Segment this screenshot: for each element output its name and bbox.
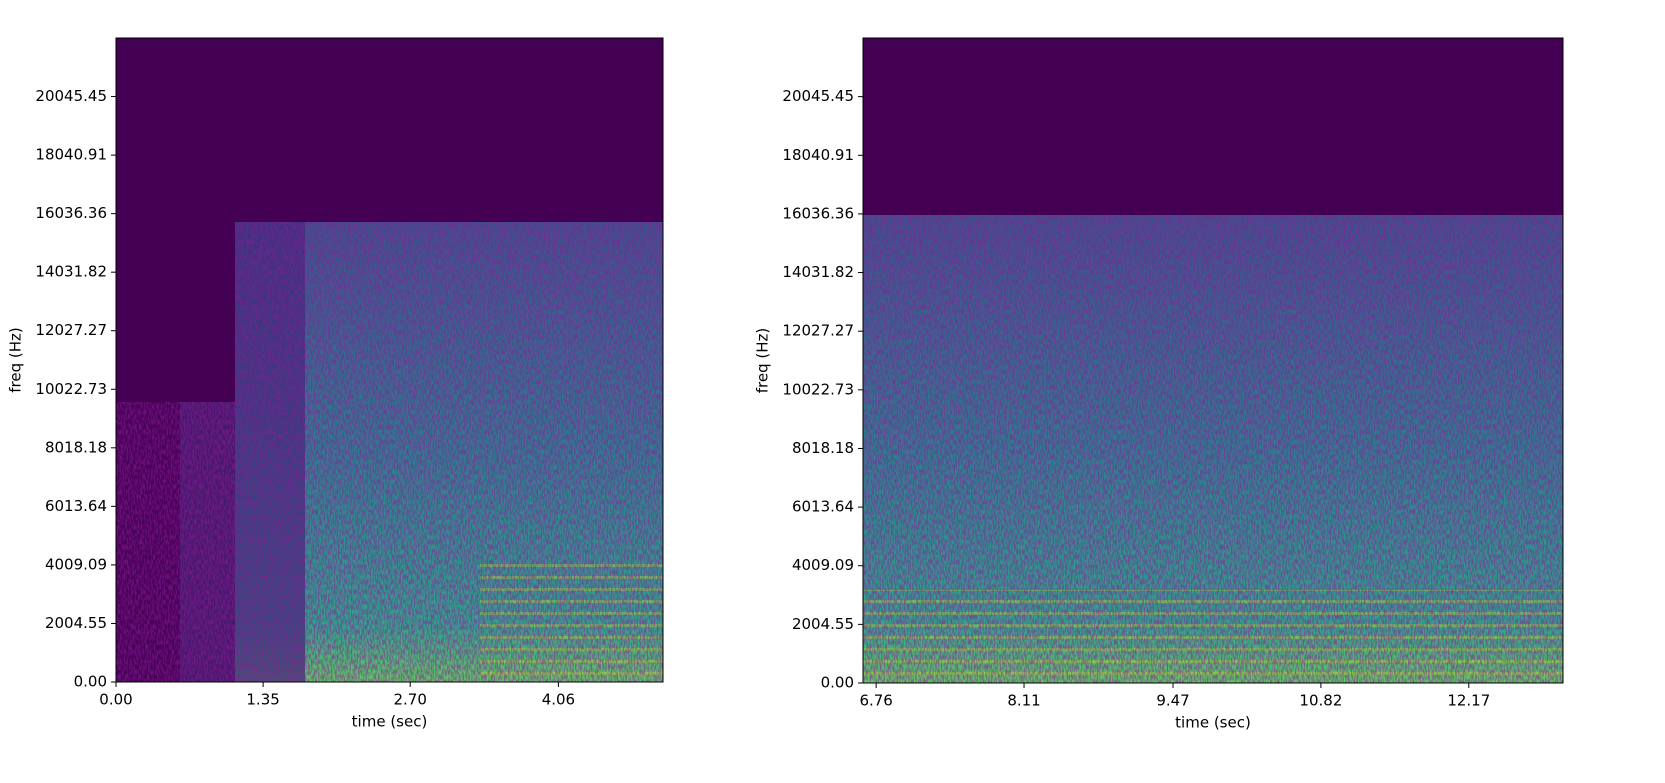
y-tick-label: 14031.82 — [35, 263, 107, 281]
y-tick-label: 20045.45 — [35, 87, 107, 105]
x-tick-label: 9.47 — [1156, 692, 1189, 710]
x-axis-label: time (sec) — [1175, 714, 1251, 732]
y-tick-label: 18040.91 — [35, 146, 107, 164]
x-tick-label: 1.35 — [246, 691, 279, 709]
y-tick-label: 4009.09 — [45, 555, 107, 573]
y-tick-label: 16036.36 — [35, 204, 107, 222]
x-tick-label: 6.76 — [859, 692, 892, 710]
y-tick-label: 14031.82 — [782, 263, 854, 281]
y-tick-label: 10022.73 — [35, 380, 107, 398]
y-axis-label: freq (Hz) — [754, 328, 772, 394]
y-tick-label: 8018.18 — [792, 439, 854, 457]
x-tick-label: 4.06 — [542, 691, 575, 709]
y-tick-label: 0.00 — [74, 673, 107, 691]
y-tick-label: 2004.55 — [45, 614, 107, 632]
y-tick-label: 6013.64 — [792, 498, 854, 516]
y-tick-label: 20045.45 — [782, 87, 854, 105]
y-tick-label: 12027.27 — [35, 321, 107, 339]
spectrogram-image — [863, 38, 1563, 683]
y-tick-label: 18040.91 — [782, 146, 854, 164]
x-tick-label: 0.00 — [99, 691, 132, 709]
y-tick-label: 12027.27 — [782, 322, 854, 340]
spectrogram-image — [116, 38, 663, 682]
x-tick-label: 2.70 — [394, 691, 427, 709]
y-axis-label: freq (Hz) — [7, 327, 25, 393]
y-tick-label: 6013.64 — [45, 497, 107, 515]
x-tick-label: 12.17 — [1447, 692, 1490, 710]
x-tick-label: 8.11 — [1007, 692, 1040, 710]
y-tick-label: 0.00 — [821, 674, 854, 692]
y-tick-label: 16036.36 — [782, 204, 854, 222]
y-tick-label: 2004.55 — [792, 615, 854, 633]
plot-frame — [115, 37, 664, 683]
y-tick-label: 4009.09 — [792, 556, 854, 574]
x-axis-label: time (sec) — [352, 713, 428, 731]
x-tick-label: 10.82 — [1299, 692, 1342, 710]
y-tick-label: 8018.18 — [45, 438, 107, 456]
plot-frame — [862, 37, 1564, 684]
y-tick-label: 10022.73 — [782, 380, 854, 398]
